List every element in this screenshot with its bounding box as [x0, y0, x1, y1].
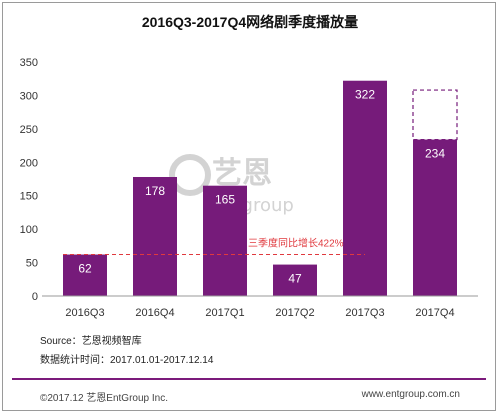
- bar-2017q1: [203, 185, 247, 296]
- bar-2017q3: [343, 80, 387, 296]
- data-label-2016q4: 178: [145, 184, 165, 198]
- source-note: Source：艺恩视频智库: [40, 336, 142, 347]
- x-tick-label: 2017Q4: [415, 307, 454, 319]
- y-tick-label: 350: [20, 57, 38, 69]
- bar-2016q3: [63, 254, 107, 296]
- footer-website: www.entgroup.com.cn: [361, 389, 460, 400]
- data-label-2017q3: 322: [355, 88, 375, 102]
- watermark-logo-icon: [169, 154, 211, 196]
- chart-title: 2016Q3-2017Q4网络剧季度播放量: [141, 14, 359, 30]
- x-tick-label: 2016Q3: [65, 307, 104, 319]
- x-tick-label: 2016Q4: [135, 307, 174, 319]
- y-tick-label: 300: [20, 90, 38, 102]
- y-tick-label: 100: [20, 224, 38, 236]
- y-tick-label: 200: [20, 157, 38, 169]
- footer-copyright: ©2017.12 艺恩EntGroup Inc.: [40, 393, 168, 404]
- forecast-outline: [412, 89, 458, 141]
- data-label-2017q2: 47: [288, 272, 302, 286]
- footer-rule: [12, 378, 486, 380]
- growth-annotation: 三季度同比增长422%: [248, 237, 344, 250]
- x-tick-label: 2017Q1: [205, 307, 244, 319]
- watermark-brand: 艺恩: [212, 156, 272, 191]
- bar-2017q2: [273, 264, 317, 296]
- data-label-2017q1: 165: [215, 193, 235, 207]
- x-tick-label: 2017Q2: [275, 307, 314, 319]
- y-tick-label: 250: [20, 124, 38, 136]
- y-tick-label: 50: [26, 258, 38, 270]
- period-note: 数据统计时间：2017.01.01-2017.12.14: [40, 355, 214, 366]
- y-tick-label: 0: [32, 291, 38, 303]
- y-tick-label: 150: [20, 191, 38, 203]
- bar-2016q4: [133, 176, 177, 296]
- data-label-2017q4: 234: [425, 147, 445, 161]
- x-tick-label: 2017Q3: [345, 307, 384, 319]
- bar-2017q4: [413, 139, 457, 296]
- data-label-2016q3: 62: [78, 262, 92, 276]
